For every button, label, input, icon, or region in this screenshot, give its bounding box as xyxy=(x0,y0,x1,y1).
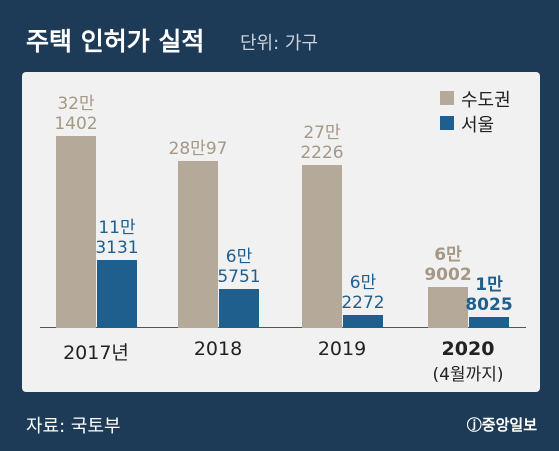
value-label: 27만 2226 xyxy=(300,123,344,164)
value-label: 6만 9002 xyxy=(424,244,472,285)
legend-swatch xyxy=(440,91,454,105)
bar xyxy=(178,160,218,328)
x-tick-label: 2018 xyxy=(193,338,243,360)
bar xyxy=(343,314,383,328)
value-label: 1만 8025 xyxy=(465,275,513,316)
value-label: 28만97 xyxy=(168,138,228,159)
x-tick-label: 2020 xyxy=(441,338,495,360)
publisher-name: 중앙일보 xyxy=(481,416,537,434)
source: 자료: 국토부 xyxy=(26,416,121,437)
legend-label: 서울 xyxy=(461,115,495,136)
bar xyxy=(469,317,509,328)
x-tick-label: 2019 xyxy=(317,338,367,360)
x-tick-label: 2017년 xyxy=(63,342,129,364)
value-label: 32만 1402 xyxy=(54,94,98,135)
baseline xyxy=(40,327,526,328)
chart-subtitle: 단위: 가구 xyxy=(240,33,319,54)
value-label: 6만 2272 xyxy=(341,272,385,313)
value-label: 11만 3131 xyxy=(95,218,139,259)
bar xyxy=(219,288,259,328)
bar xyxy=(97,260,137,328)
legend-label: 수도권 xyxy=(461,90,511,111)
bar xyxy=(428,286,468,328)
chart-title: 주택 인허가 실적 xyxy=(26,27,205,56)
bar xyxy=(56,136,96,328)
bar xyxy=(302,165,342,328)
value-label: 6만 5751 xyxy=(217,246,261,287)
publisher: ⓙ중앙일보 xyxy=(466,416,537,434)
legend-swatch xyxy=(440,116,454,130)
category-note: (4월까지) xyxy=(432,365,504,385)
